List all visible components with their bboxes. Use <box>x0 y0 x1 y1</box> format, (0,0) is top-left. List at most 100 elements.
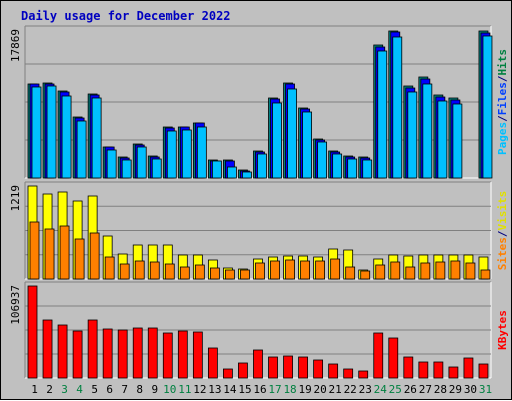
bar-kbytes-day-14 <box>223 368 233 379</box>
bar-sites-day-9 <box>149 261 160 280</box>
bar-sites-day-29 <box>450 260 461 280</box>
chart-title: Daily usage for December 2022 <box>21 9 231 23</box>
x-tick-label: 17 <box>268 383 281 396</box>
legend-item: / <box>496 230 509 237</box>
bar-pages-day-19 <box>302 111 312 179</box>
bar-kbytes-day-6 <box>102 328 113 379</box>
bar-kbytes-day-30 <box>463 357 474 379</box>
bar-pages-day-16 <box>257 153 267 179</box>
panel-bottom: 106937 KBytes <box>9 281 509 379</box>
legend-bottom: KBytes <box>496 310 509 350</box>
bar-pages-day-31 <box>482 35 493 179</box>
bar-pages-day-15 <box>242 171 252 179</box>
bar-pages-day-13 <box>211 160 222 179</box>
bar-pages-day-17 <box>272 102 282 179</box>
bar-pages-day-9 <box>151 158 162 179</box>
bar-sites-day-22 <box>345 266 356 280</box>
x-tick-label: 10 <box>163 383 176 396</box>
bar-sites-day-12 <box>194 264 205 280</box>
legend-item: / <box>496 115 509 122</box>
bar-kbytes-day-5 <box>87 319 98 379</box>
bar-kbytes-day-31 <box>478 363 489 379</box>
bar-pages-day-11 <box>181 129 192 179</box>
bar-sites-day-20 <box>315 260 326 280</box>
bar-sites-day-5 <box>89 232 100 280</box>
x-tick-label: 4 <box>76 383 83 396</box>
bar-sites-day-24 <box>375 264 386 280</box>
legend-top: Pages/Files/Hits <box>496 49 509 155</box>
bar-pages-day-3 <box>61 95 72 179</box>
bar-sites-day-31 <box>480 269 491 280</box>
bar-pages-day-8 <box>136 146 147 179</box>
bar-sites-day-4 <box>74 238 85 280</box>
legend-middle: Sites/Visits <box>496 191 509 271</box>
bar-pages-day-29 <box>452 103 463 179</box>
y-max-label: 17869 <box>9 29 22 62</box>
x-tick-label: 23 <box>359 383 372 396</box>
legend-item: Files <box>496 82 509 115</box>
bar-kbytes-day-18 <box>283 355 293 379</box>
bar-kbytes-day-13 <box>207 347 218 379</box>
x-tick-label: 20 <box>314 383 327 396</box>
bar-sites-day-7 <box>119 263 130 280</box>
bar-kbytes-day-7 <box>117 329 128 379</box>
bar-pages-day-10 <box>166 130 177 179</box>
bar-kbytes-day-29 <box>448 366 459 379</box>
bar-pages-day-2 <box>46 85 57 179</box>
legend-item: Hits <box>496 49 509 76</box>
bar-kbytes-day-10 <box>162 332 173 379</box>
bar-sites-day-15 <box>240 269 250 280</box>
bar-sites-day-17 <box>270 260 280 280</box>
x-tick-label: 30 <box>464 383 477 396</box>
x-tick-label: 18 <box>283 383 296 396</box>
x-tick-label: 3 <box>61 383 68 396</box>
x-tick-label: 21 <box>329 383 342 396</box>
bar-sites-day-14 <box>225 269 235 280</box>
x-tick-label: 7 <box>121 383 128 396</box>
bar-kbytes-day-8 <box>132 327 143 379</box>
x-tick-label: 9 <box>151 383 158 396</box>
bar-pages-day-23 <box>362 159 373 179</box>
x-tick-label: 8 <box>136 383 143 396</box>
bar-kbytes-day-12 <box>192 331 203 379</box>
bar-sites-day-30 <box>465 262 476 280</box>
bar-kbytes-day-2 <box>42 319 53 379</box>
bar-sites-day-23 <box>360 270 371 280</box>
x-tick-label: 22 <box>344 383 357 396</box>
bar-pages-day-6 <box>106 149 117 179</box>
bar-pages-day-25 <box>392 36 403 179</box>
bar-kbytes-day-26 <box>403 356 414 379</box>
bar-pages-day-5 <box>91 97 102 179</box>
bar-sites-day-3 <box>59 225 70 280</box>
bar-kbytes-day-4 <box>72 330 83 379</box>
bar-kbytes-day-16 <box>253 349 263 379</box>
bar-sites-day-21 <box>330 258 341 280</box>
y-max-label: 1219 <box>9 185 22 212</box>
bar-sites-day-8 <box>134 260 145 280</box>
x-tick-label: 25 <box>389 383 402 396</box>
panel-middle: 1219 Sites/Visits <box>9 181 509 280</box>
bar-kbytes-day-27 <box>418 361 429 379</box>
bar-kbytes-day-11 <box>177 330 188 379</box>
x-tick-label: 28 <box>434 383 447 396</box>
x-tick-label: 31 <box>479 383 492 396</box>
bar-kbytes-day-19 <box>298 356 308 379</box>
bar-pages-day-12 <box>196 126 207 179</box>
x-tick-label: 6 <box>106 383 113 396</box>
legend-item: / <box>496 75 509 82</box>
bar-sites-day-11 <box>179 266 190 280</box>
legend-item: KBytes <box>496 310 509 350</box>
legend-item: Sites <box>496 237 509 270</box>
bar-kbytes-day-20 <box>313 359 324 379</box>
bar-kbytes-day-23 <box>358 370 369 379</box>
x-tick-label: 15 <box>238 383 251 396</box>
legend-item: Pages <box>496 122 509 155</box>
bar-sites-day-6 <box>104 256 115 280</box>
bar-sites-day-19 <box>300 260 310 280</box>
x-tick-label: 24 <box>374 383 388 396</box>
bar-kbytes-day-1 <box>27 285 38 379</box>
legend-item: Visits <box>496 191 509 231</box>
